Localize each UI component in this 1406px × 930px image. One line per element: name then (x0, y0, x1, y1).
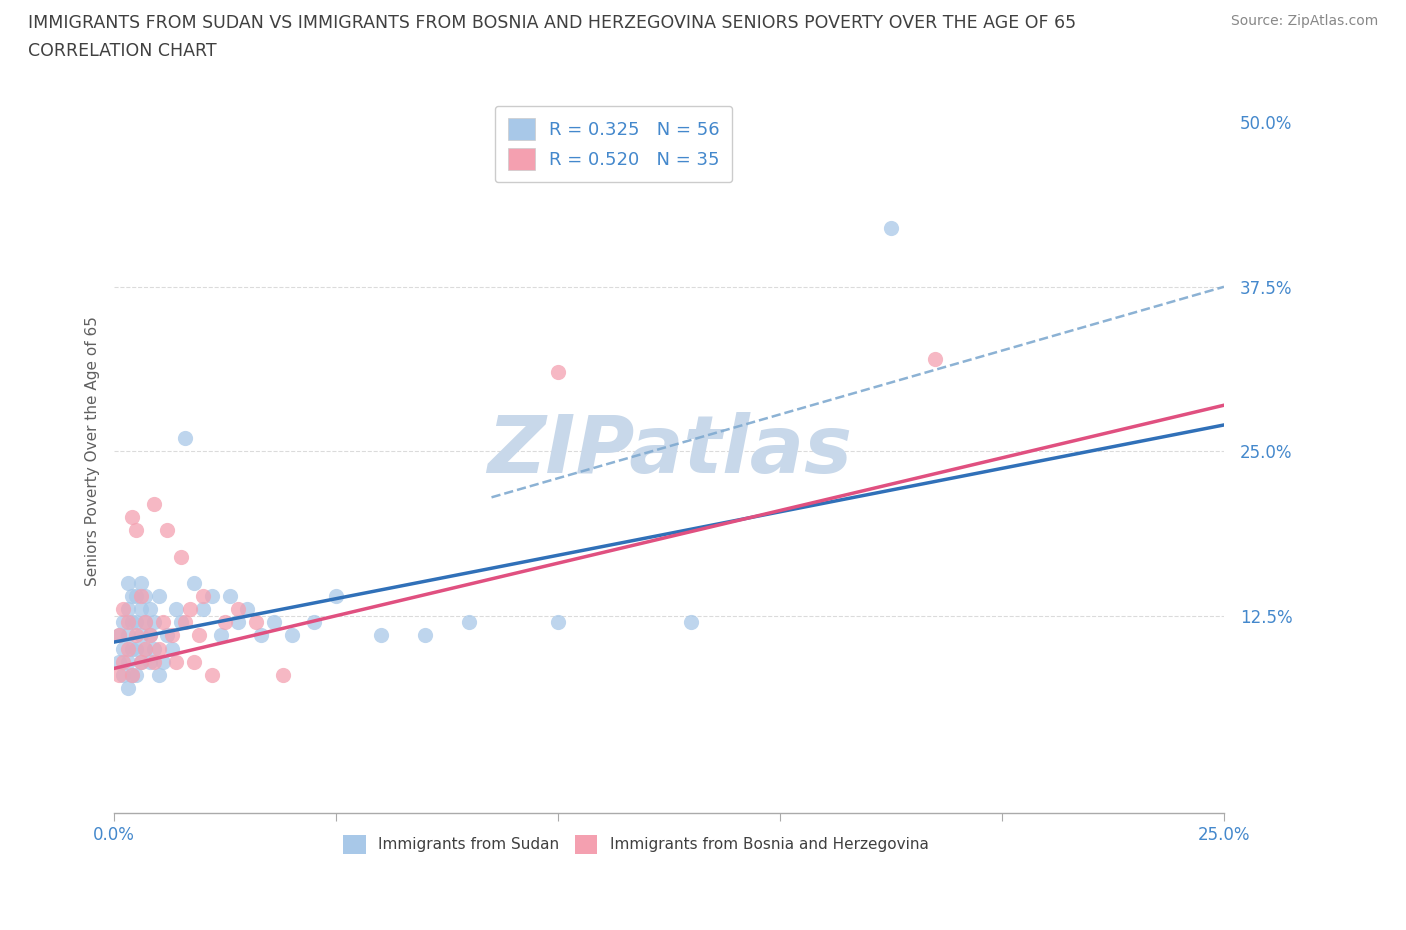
Point (143, 641, 166, 656)
Point (125, 641, 148, 656)
Point (107, 628, 129, 643)
Point (129, 655, 152, 670)
Point (125, 523, 148, 538)
Point (117, 655, 139, 670)
Point (138, 628, 160, 643)
Point (134, 615, 156, 630)
Point (112, 641, 135, 656)
Point (413, 628, 436, 643)
Point (117, 628, 139, 643)
Point (165, 602, 187, 617)
Point (107, 628, 129, 643)
Point (121, 589, 143, 604)
Point (148, 589, 170, 604)
Text: CORRELATION CHART: CORRELATION CHART (28, 42, 217, 60)
Point (121, 668, 143, 683)
Point (125, 628, 148, 643)
Point (117, 615, 139, 630)
Point (129, 655, 152, 670)
Point (107, 668, 129, 683)
Text: IMMIGRANTS FROM SUDAN VS IMMIGRANTS FROM BOSNIA AND HERZEGOVINA SENIORS POVERTY : IMMIGRANTS FROM SUDAN VS IMMIGRANTS FROM… (28, 14, 1076, 32)
Point (170, 549, 193, 564)
Point (209, 628, 232, 643)
Text: Source: ZipAtlas.com: Source: ZipAtlas.com (1230, 14, 1378, 28)
Point (191, 589, 214, 604)
Point (201, 668, 224, 683)
Point (138, 655, 160, 670)
Point (370, 628, 392, 643)
Point (125, 615, 148, 630)
Point (152, 615, 174, 630)
Point (148, 641, 170, 656)
Point (187, 628, 209, 643)
Point (117, 602, 139, 617)
Point (143, 615, 166, 630)
Point (129, 602, 152, 617)
Point (112, 602, 135, 617)
Point (458, 615, 481, 630)
Point (179, 602, 201, 617)
Point (183, 576, 205, 591)
Point (236, 602, 259, 617)
Point (325, 589, 347, 604)
Point (228, 602, 250, 617)
Point (302, 615, 325, 630)
Point (165, 655, 187, 670)
Point (143, 497, 166, 512)
Point (134, 589, 156, 604)
Point (880, 220, 903, 235)
Point (547, 615, 569, 630)
Point (112, 668, 135, 683)
Point (117, 681, 139, 696)
Point (121, 668, 143, 683)
Point (263, 615, 285, 630)
Point (138, 628, 160, 643)
Point (160, 641, 183, 656)
Point (134, 615, 156, 630)
Point (121, 615, 143, 630)
Point (214, 615, 236, 630)
Y-axis label: Seniors Poverty Over the Age of 65: Seniors Poverty Over the Age of 65 (86, 316, 100, 586)
Point (245, 615, 267, 630)
Point (148, 668, 170, 683)
Point (183, 655, 205, 670)
Point (129, 576, 152, 591)
Point (174, 431, 197, 445)
Point (547, 365, 569, 379)
Point (156, 523, 179, 538)
Point (125, 668, 148, 683)
Point (681, 615, 703, 630)
Point (117, 641, 139, 656)
Point (134, 641, 156, 656)
Point (138, 602, 160, 617)
Point (271, 668, 294, 683)
Point (134, 641, 156, 656)
Point (174, 615, 197, 630)
Point (112, 655, 135, 670)
Point (129, 628, 152, 643)
Point (152, 655, 174, 670)
Point (121, 641, 143, 656)
Point (129, 589, 152, 604)
Point (218, 589, 240, 604)
Point (107, 655, 129, 670)
Point (924, 352, 946, 366)
Text: ZIPatlas: ZIPatlas (486, 412, 852, 490)
Point (170, 615, 193, 630)
Point (143, 655, 166, 670)
Point (281, 628, 304, 643)
Point (125, 589, 148, 604)
Point (156, 628, 179, 643)
Point (191, 602, 214, 617)
Point (160, 628, 183, 643)
Point (112, 615, 135, 630)
Point (117, 576, 139, 591)
Point (249, 628, 271, 643)
Point (228, 615, 250, 630)
Point (201, 589, 224, 604)
Legend: Immigrants from Sudan, Immigrants from Bosnia and Herzegovina: Immigrants from Sudan, Immigrants from B… (337, 829, 935, 859)
Point (121, 510, 143, 525)
